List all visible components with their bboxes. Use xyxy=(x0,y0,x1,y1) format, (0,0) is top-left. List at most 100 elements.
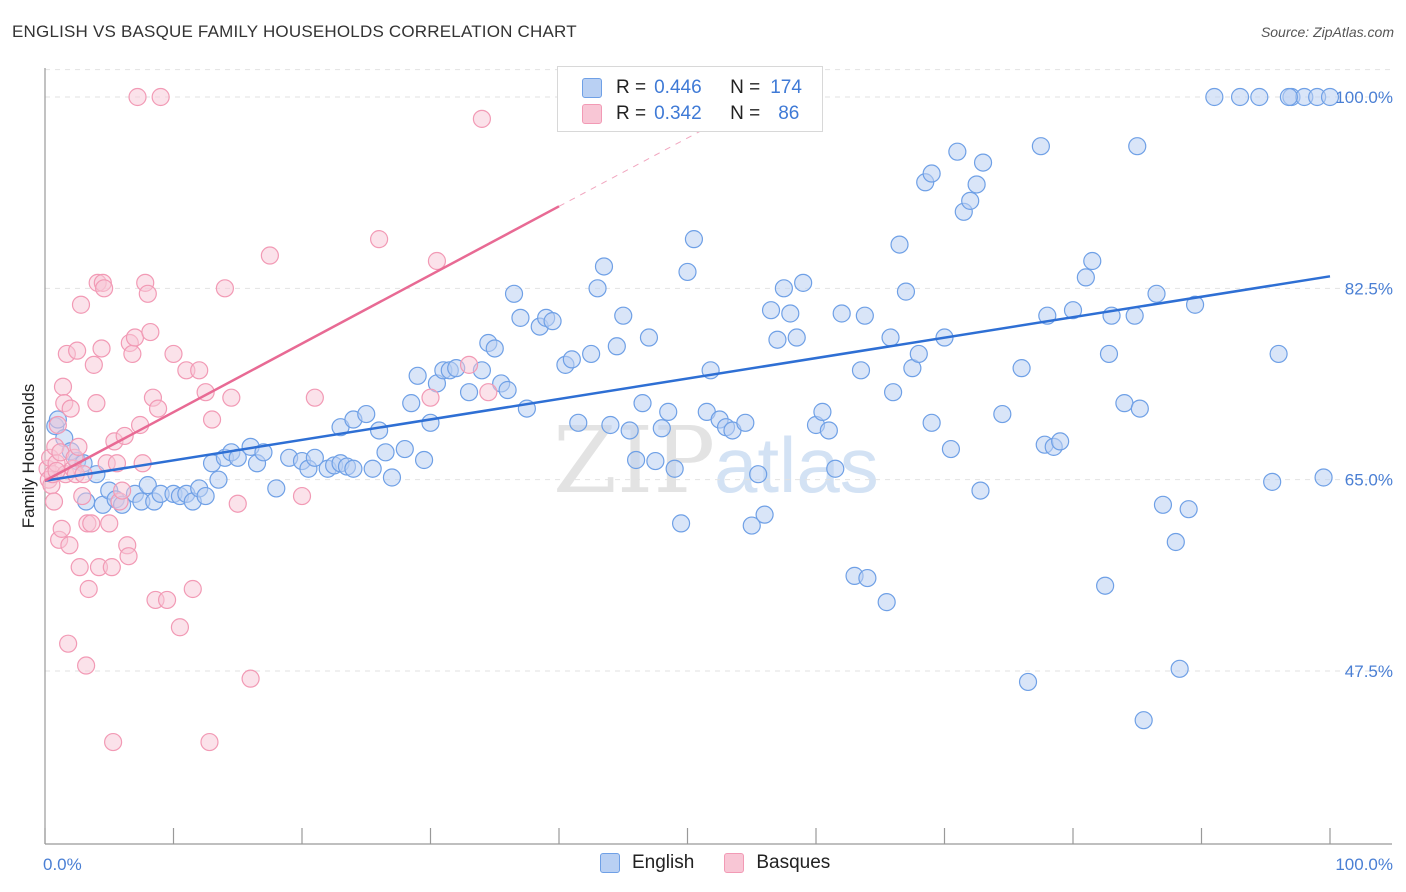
english-r-label: R = xyxy=(616,77,647,98)
basques-point xyxy=(190,361,209,380)
english-point xyxy=(826,459,845,478)
basques-point xyxy=(44,492,64,511)
legend-row-basques: R = 0.342 N = 86 xyxy=(558,101,799,127)
basques-point xyxy=(60,536,79,555)
basques-point xyxy=(305,388,324,407)
basques-point xyxy=(119,547,138,566)
y-tick-label: 100.0% xyxy=(1335,88,1393,107)
basques-point xyxy=(164,344,183,364)
english-point xyxy=(588,279,607,298)
english-legend-swatch xyxy=(600,853,620,873)
english-point xyxy=(896,282,916,301)
english-point xyxy=(646,451,665,471)
basques-point xyxy=(228,494,247,513)
english-point xyxy=(922,413,941,432)
basques-point xyxy=(112,481,132,500)
basques-point xyxy=(52,519,71,538)
english-point xyxy=(504,284,524,303)
trend-layer xyxy=(44,123,1331,482)
basques-point xyxy=(370,230,389,249)
source-label: Source: ZipAtlas.com xyxy=(1260,24,1394,40)
english-point xyxy=(755,505,774,524)
english-point xyxy=(582,344,601,364)
english-point xyxy=(414,450,434,470)
english-point xyxy=(858,568,877,588)
english-point xyxy=(761,301,781,320)
english-point xyxy=(408,366,427,385)
english-point xyxy=(1031,137,1050,156)
basques-point xyxy=(183,579,202,599)
english-r-value: 0.446 xyxy=(654,77,702,98)
english-point xyxy=(774,279,793,298)
english-point xyxy=(678,262,697,282)
basques-point xyxy=(102,558,121,577)
english-point xyxy=(1128,137,1147,156)
english-point xyxy=(1096,576,1115,595)
basques-trend-extension xyxy=(558,123,714,207)
basques-point xyxy=(70,558,89,577)
points-layer xyxy=(38,87,1340,752)
basques-point xyxy=(82,514,101,533)
english-point xyxy=(402,394,421,413)
english-point xyxy=(1153,495,1173,514)
basques-r-value: 0.342 xyxy=(654,103,702,124)
english-point xyxy=(1179,500,1198,519)
basques-point xyxy=(148,399,168,418)
english-point xyxy=(961,191,980,210)
english-point xyxy=(652,419,671,438)
english-point xyxy=(736,413,755,432)
basques-point xyxy=(128,87,147,107)
english-point xyxy=(395,439,414,459)
english-point xyxy=(1320,87,1340,107)
english-point xyxy=(781,304,800,323)
english-point xyxy=(1099,344,1119,364)
english-point xyxy=(1083,251,1102,271)
chart-title: ENGLISH VS BASQUE FAMILY HOUSEHOLDS CORR… xyxy=(12,22,577,41)
basques-legend-label: Basques xyxy=(756,852,831,873)
y-tick-label: 82.5% xyxy=(1345,279,1393,298)
basques-point xyxy=(77,656,96,675)
english-point xyxy=(485,339,504,358)
basques-point xyxy=(125,328,145,347)
basques-point xyxy=(151,87,170,107)
basques-point xyxy=(157,590,177,610)
basques-point xyxy=(53,377,73,396)
series-legend: English Basques xyxy=(600,852,830,874)
basques-point xyxy=(123,344,142,364)
english-point xyxy=(1012,359,1031,378)
english-point xyxy=(626,450,646,470)
english-point xyxy=(855,306,874,325)
basques-point xyxy=(92,339,111,358)
english-point xyxy=(562,350,581,369)
basques-point xyxy=(87,394,106,413)
english-point xyxy=(344,459,363,478)
english-point xyxy=(993,404,1012,424)
english-point xyxy=(1063,301,1083,320)
basques-point xyxy=(71,295,91,314)
basques-point xyxy=(472,109,491,128)
basques-point xyxy=(200,732,219,752)
english-point xyxy=(1269,344,1288,364)
english-point xyxy=(851,361,871,380)
basques-point xyxy=(69,437,88,456)
english-point xyxy=(569,413,588,432)
english-point xyxy=(511,308,530,327)
english-point xyxy=(1250,87,1269,107)
basques-point xyxy=(170,618,190,637)
english-point xyxy=(254,443,273,462)
basques-point xyxy=(100,514,119,533)
english-point xyxy=(1125,306,1144,325)
english-point xyxy=(305,448,324,467)
basques-point xyxy=(104,732,123,752)
english-point xyxy=(620,421,639,440)
basques-point xyxy=(479,383,498,402)
english-point xyxy=(971,481,990,500)
english-point xyxy=(813,402,832,421)
english-point xyxy=(1279,87,1298,107)
basques-n-label: N = xyxy=(730,103,761,124)
english-point xyxy=(196,486,215,506)
basques-point xyxy=(260,246,279,265)
english-point xyxy=(742,516,761,535)
english-trend-line xyxy=(44,275,1331,482)
tick-layer: 47.5% 65.0% 82.5% 100.0% 0.0% 100.0% xyxy=(43,88,1393,874)
